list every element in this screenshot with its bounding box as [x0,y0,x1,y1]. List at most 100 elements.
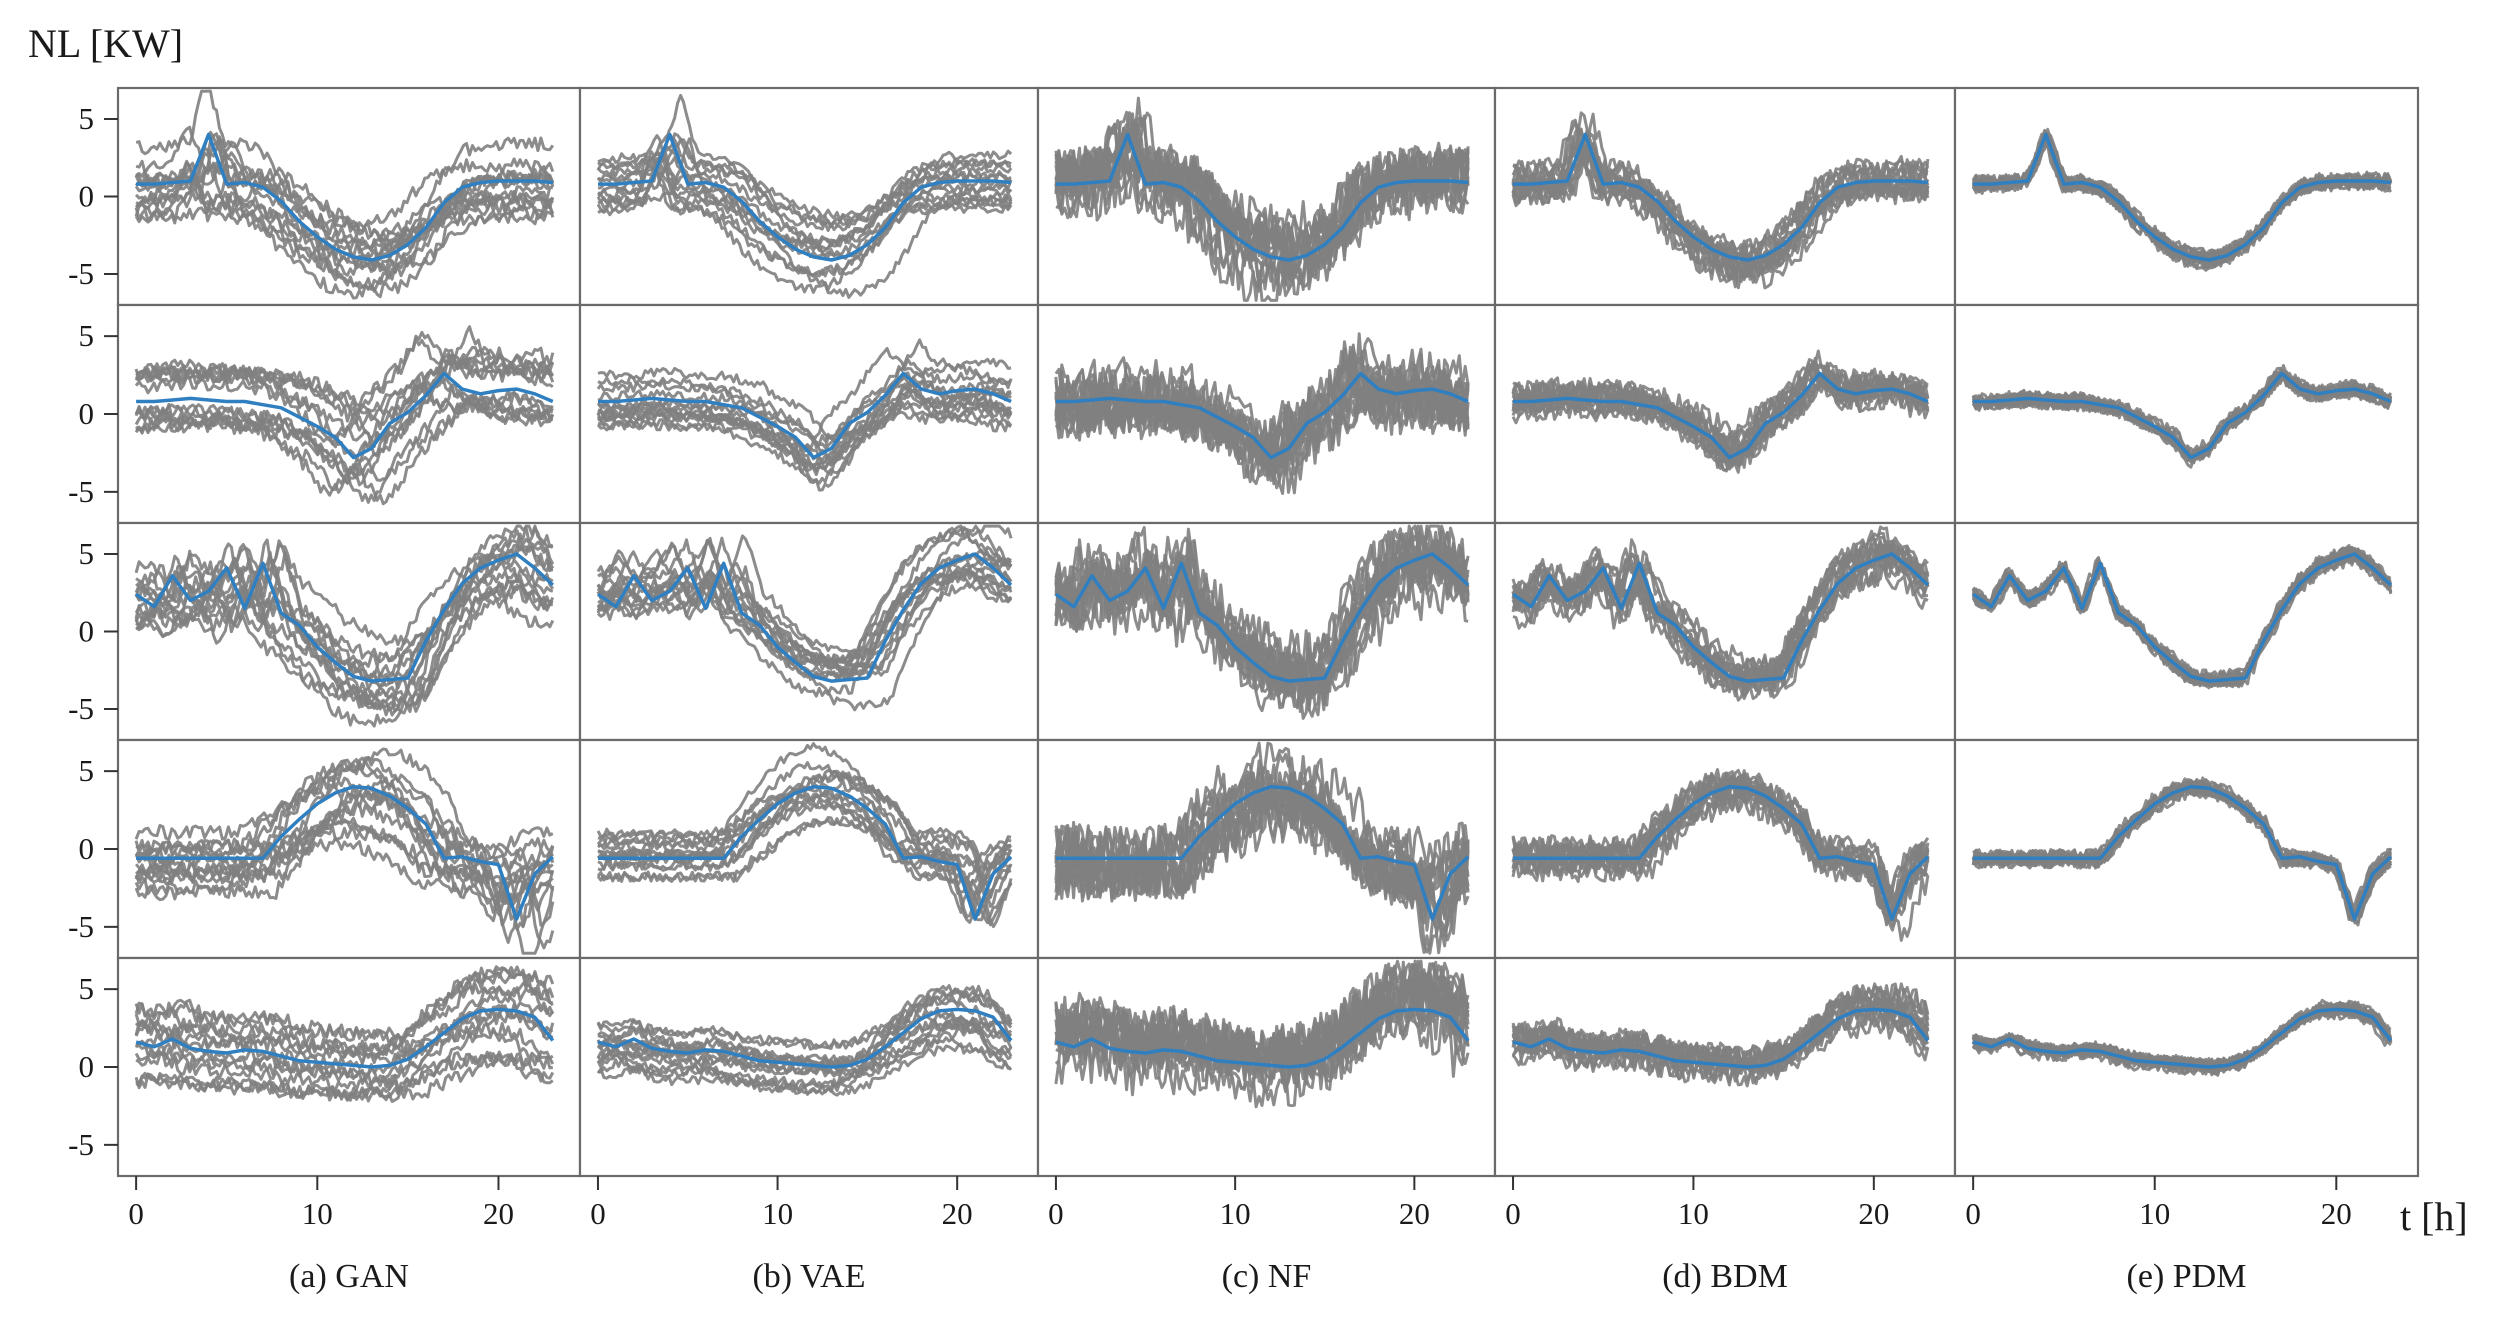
sample-line [134,393,553,506]
y-tick-label: 0 [79,614,95,649]
y-tick-label: 0 [79,396,95,431]
sample-line [597,769,1012,888]
sample-line [134,352,554,442]
panel-pdm-row-4 [1953,738,2420,960]
panel-bdm-row-3 [1493,521,1957,742]
panel-vae-row-5 [578,956,1040,1178]
sample-line [1511,368,1929,465]
ground-truth-line [1055,371,1469,460]
panel-grid [116,86,2420,1178]
sample-line [135,819,554,911]
y-tick-label: 5 [79,318,95,353]
sample-line [1511,362,1930,472]
sample-line [1054,772,1470,955]
panel-gan-row-4 [116,738,582,960]
panel-gan-row-3 [116,521,582,742]
ground-truth-line [598,784,1013,921]
y-tick-label: -5 [68,256,94,291]
panel-pdm-row-1 [1953,86,2420,307]
x-tick-label: 10 [302,1196,333,1231]
caption-vae: (b) VAE [752,1258,865,1295]
x-tick-label: 20 [1858,1196,1889,1231]
caption-bdm: (d) BDM [1662,1258,1788,1295]
ground-truth-line [1512,1007,1930,1069]
panel-vae-row-3 [578,521,1040,742]
sample-line [134,151,555,243]
sample-line [597,554,1012,682]
x-tick-label: 20 [483,1196,514,1231]
ground-truth-line [1055,1007,1470,1069]
ground-truth-line [136,371,554,460]
sample-line [596,572,1013,666]
sample-line [597,789,1013,922]
x-axis: 0 10 20 0 10 20 0 10 20 0 10 20 0 10 20 [128,1176,2352,1231]
x-tick-label: 20 [942,1196,973,1231]
y-tick-label: -5 [68,691,94,726]
panel-gan-row-1 [116,86,582,307]
panel-pdm-row-5 [1953,956,2420,1178]
x-tick-label: 10 [1220,1196,1251,1231]
sample-line [596,815,1013,927]
sample-line [597,785,1012,896]
ground-truth-line [1055,132,1469,262]
panel-bdm-row-2 [1493,303,1957,525]
sample-line [1511,776,1930,927]
caption-nf: (c) NF [1222,1258,1312,1295]
panel-nf-row-4 [1036,738,1497,960]
captions: (a) GAN (b) VAE (c) NF (d) BDM (e) PDM [289,1258,2246,1295]
sample-line [596,382,1013,471]
sample-line [1511,990,1928,1065]
ground-truth-line [1973,784,2392,921]
ground-truth-line [597,1007,1013,1069]
sample-line [1973,132,2392,262]
sample-line [596,987,1013,1051]
x-tick-label: 0 [590,1196,606,1231]
y-tick-label: 5 [79,536,95,571]
sample-line [135,583,554,712]
sample-line [135,353,555,428]
y-tick-label: 0 [79,179,95,214]
sample-line [135,89,555,260]
ground-truth-line [135,552,554,683]
sample-line [597,132,1012,222]
sample-line [1512,111,1930,261]
x-tick-label: 20 [2321,1196,2352,1231]
sample-line [597,1006,1013,1092]
sample-line [134,552,554,668]
y-axis-label: NL [KW] [28,21,183,66]
ground-truth-line [1512,552,1930,683]
ground-truth-line [1973,132,2391,262]
y-tick-label: 5 [79,101,95,136]
x-tick-label: 10 [1678,1196,1709,1231]
sample-line [134,836,555,923]
sample-line [135,561,553,728]
ground-truth-line [1973,371,2392,460]
panel-nf-row-5 [1036,956,1497,1178]
sample-line [597,347,1013,461]
panel-nf-row-2 [1036,303,1497,525]
panel-bdm-row-5 [1493,956,1957,1178]
panel-nf-row-1 [1036,86,1497,307]
ground-truth-line [1972,552,2392,683]
sample-line [134,965,555,1045]
ground-truth-line [1513,132,1929,262]
sample-line [135,1021,555,1092]
x-tick-label: 0 [128,1196,144,1231]
panel-pdm-row-3 [1953,521,2420,742]
ground-truth-line [598,371,1012,460]
x-tick-label: 0 [1965,1196,1981,1231]
sample-line [1054,982,1470,1091]
sample-line [1054,759,1470,922]
sample-line [596,995,1012,1076]
sample-line [596,573,1013,673]
sample-line [134,1004,554,1083]
panel-frame [1953,738,2420,960]
sample-line [1971,553,2393,690]
panel-vae-row-2 [578,303,1040,525]
sample-line [597,989,1013,1069]
x-tick-label: 0 [1505,1196,1521,1231]
y-tick-label: 0 [79,831,95,866]
x-tick-label: 10 [2139,1196,2170,1231]
ground-truth-line [1513,371,1929,460]
